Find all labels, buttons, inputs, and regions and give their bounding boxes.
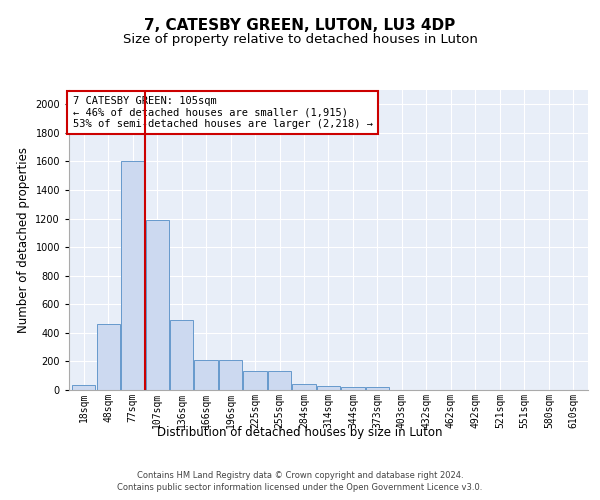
Bar bbox=[341, 387, 365, 390]
Y-axis label: Number of detached properties: Number of detached properties bbox=[17, 147, 30, 333]
Bar bbox=[244, 372, 266, 390]
Bar bbox=[146, 220, 169, 390]
Bar bbox=[170, 320, 193, 390]
Text: Distribution of detached houses by size in Luton: Distribution of detached houses by size … bbox=[157, 426, 443, 439]
Text: Size of property relative to detached houses in Luton: Size of property relative to detached ho… bbox=[122, 32, 478, 46]
Text: 7 CATESBY GREEN: 105sqm
← 46% of detached houses are smaller (1,915)
53% of semi: 7 CATESBY GREEN: 105sqm ← 46% of detache… bbox=[73, 96, 373, 129]
Text: Contains public sector information licensed under the Open Government Licence v3: Contains public sector information licen… bbox=[118, 483, 482, 492]
Text: Contains HM Land Registry data © Crown copyright and database right 2024.: Contains HM Land Registry data © Crown c… bbox=[137, 472, 463, 480]
Bar bbox=[292, 384, 316, 390]
Bar bbox=[72, 385, 95, 390]
Text: 7, CATESBY GREEN, LUTON, LU3 4DP: 7, CATESBY GREEN, LUTON, LU3 4DP bbox=[145, 18, 455, 32]
Bar bbox=[97, 324, 120, 390]
Bar bbox=[121, 162, 144, 390]
Bar bbox=[366, 388, 389, 390]
Bar bbox=[194, 360, 218, 390]
Bar bbox=[317, 386, 340, 390]
Bar bbox=[219, 360, 242, 390]
Bar bbox=[268, 372, 291, 390]
